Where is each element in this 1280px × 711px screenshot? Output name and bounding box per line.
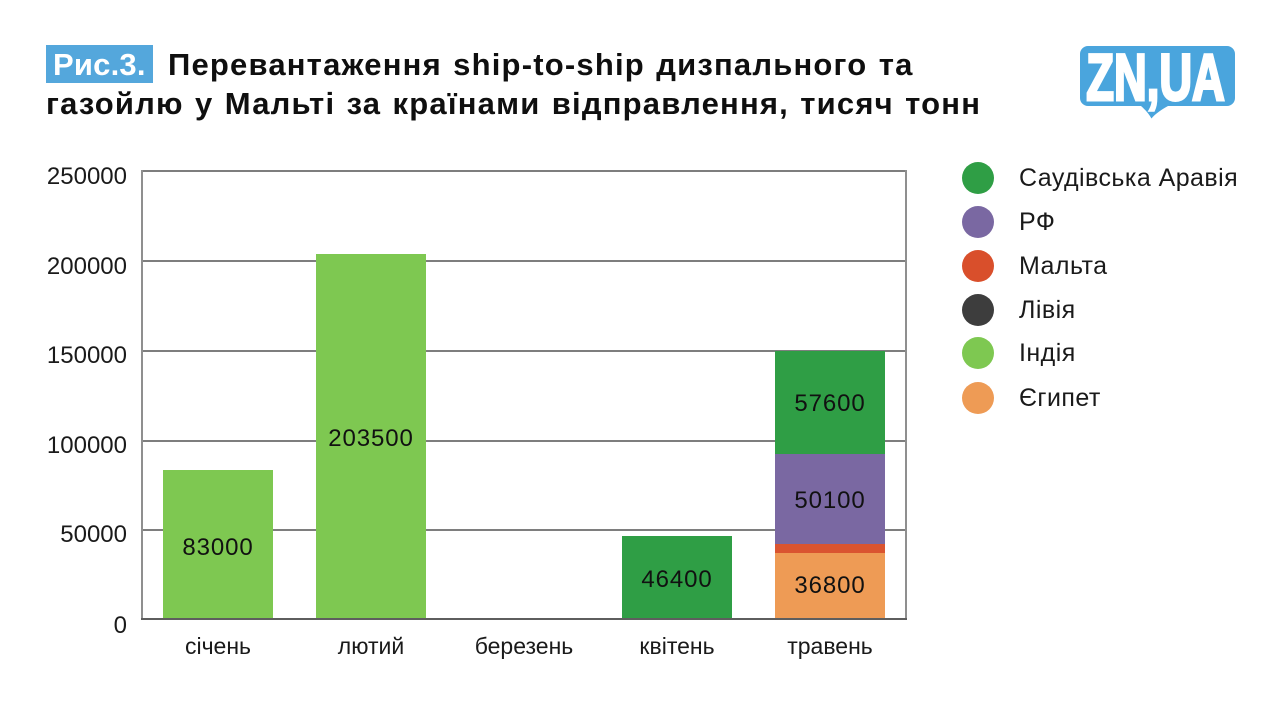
svg-text:ZN,UA: ZN,UA (1086, 40, 1225, 113)
